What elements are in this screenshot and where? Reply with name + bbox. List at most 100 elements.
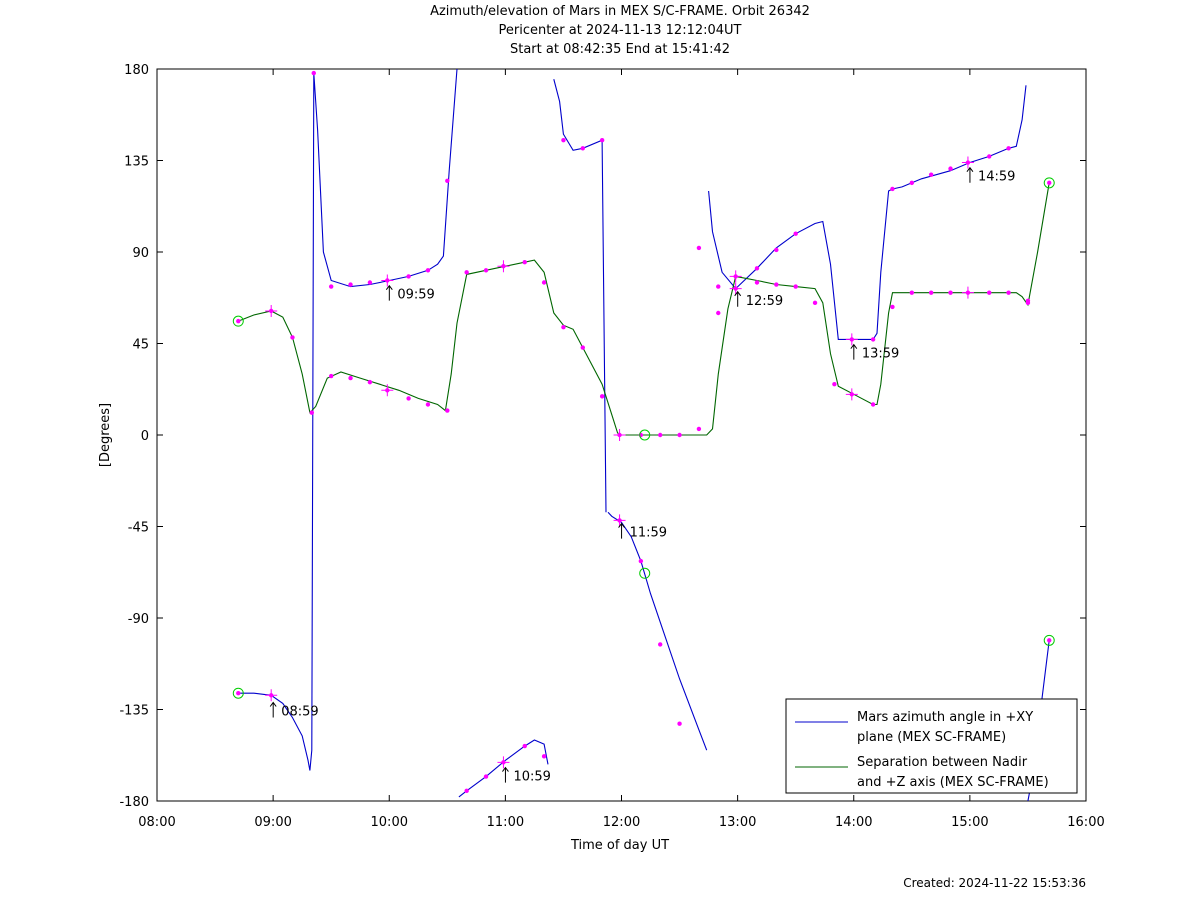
data-point <box>464 789 468 793</box>
y-tick-label: 135 <box>124 155 149 170</box>
data-point <box>290 335 294 339</box>
x-tick-label: 10:00 <box>371 815 408 830</box>
legend-azimuth-line1: Mars azimuth angle in +XY <box>857 710 1033 725</box>
x-axis-label: Time of day UT <box>570 838 669 853</box>
x-tick-label: 14:00 <box>835 815 872 830</box>
annotation-arrow <box>386 286 392 301</box>
data-point <box>1006 146 1010 150</box>
data-point <box>445 408 449 412</box>
data-point <box>312 71 316 75</box>
data-point <box>677 433 681 437</box>
data-point <box>426 268 430 272</box>
data-point <box>929 173 933 177</box>
hour-cross-marker <box>730 270 742 282</box>
data-point <box>793 284 797 288</box>
data-point <box>774 282 778 286</box>
hour-cross-marker <box>846 388 858 400</box>
data-point <box>832 382 836 386</box>
hour-cross-marker <box>614 514 626 526</box>
data-point <box>542 754 546 758</box>
data-point <box>329 284 333 288</box>
data-point <box>484 268 488 272</box>
data-point <box>484 774 488 778</box>
data-point <box>236 691 240 695</box>
data-point <box>813 301 817 305</box>
data-point <box>774 248 778 252</box>
annotation-arrow <box>735 292 741 307</box>
data-point <box>542 280 546 284</box>
annotation-arrow <box>967 168 973 183</box>
annotation-label: 12:59 <box>746 294 783 309</box>
y-tick-label: 180 <box>124 63 149 78</box>
annotation-arrow <box>270 703 276 718</box>
legend-separation-line2: and +Z axis (MEX SC-FRAME) <box>857 775 1049 790</box>
data-point <box>910 290 914 294</box>
data-point <box>987 290 991 294</box>
legend: Mars azimuth angle in +XY plane (MEX SC-… <box>786 699 1077 793</box>
data-point <box>310 410 314 414</box>
y-tick-label: -180 <box>119 795 149 810</box>
data-point <box>755 266 759 270</box>
data-point <box>561 325 565 329</box>
y-tick-label: 0 <box>141 429 149 444</box>
data-point <box>697 427 701 431</box>
data-point <box>329 374 333 378</box>
data-point <box>890 187 894 191</box>
data-point <box>426 402 430 406</box>
annotation-arrow <box>502 768 508 783</box>
data-point <box>561 138 565 142</box>
data-point <box>871 337 875 341</box>
hour-cross-marker <box>265 305 277 317</box>
data-point <box>581 345 585 349</box>
data-point <box>1026 299 1030 303</box>
data-point <box>464 270 468 274</box>
data-point <box>948 290 952 294</box>
separation-series-line <box>238 183 1049 435</box>
data-point <box>406 274 410 278</box>
data-point <box>793 232 797 236</box>
annotation-label: 10:59 <box>513 770 550 785</box>
data-point <box>987 154 991 158</box>
created-timestamp: Created: 2024-11-22 15:53:36 <box>903 876 1086 890</box>
data-point <box>948 166 952 170</box>
annotation-label: 14:59 <box>978 170 1015 185</box>
hour-cross-marker <box>265 689 277 701</box>
legend-separation-line1: Separation between Nadir <box>857 755 1028 770</box>
annotation-arrow <box>619 524 625 539</box>
data-point <box>600 394 604 398</box>
data-point <box>1047 181 1051 185</box>
data-point <box>658 642 662 646</box>
data-point <box>677 722 681 726</box>
annotation-label: 09:59 <box>397 288 434 303</box>
data-point <box>368 280 372 284</box>
y-tick-label: -90 <box>128 612 149 627</box>
annotation-label: 13:59 <box>862 347 899 362</box>
data-point <box>236 319 240 323</box>
data-point <box>348 376 352 380</box>
data-point <box>406 396 410 400</box>
hour-cross-marker <box>381 274 393 286</box>
data-point <box>658 433 662 437</box>
legend-azimuth-line2: plane (MEX SC-FRAME) <box>857 730 1006 745</box>
hour-cross-marker <box>846 333 858 345</box>
hour-cross-marker <box>962 287 974 299</box>
data-point <box>581 146 585 150</box>
y-tick-label: -45 <box>128 521 149 536</box>
y-tick-label: 90 <box>132 246 149 261</box>
x-tick-label: 09:00 <box>254 815 291 830</box>
data-point <box>600 138 604 142</box>
data-point <box>871 402 875 406</box>
x-tick-label: 15:00 <box>951 815 988 830</box>
data-point <box>716 284 720 288</box>
data-point <box>368 380 372 384</box>
data-point <box>523 744 527 748</box>
hour-cross-marker <box>381 384 393 396</box>
x-tick-label: 08:00 <box>138 815 175 830</box>
data-point <box>697 246 701 250</box>
x-tick-label: 16:00 <box>1067 815 1104 830</box>
data-point <box>755 280 759 284</box>
annotation-label: 08:59 <box>281 705 318 720</box>
hour-cross-marker <box>614 429 626 441</box>
data-point <box>523 260 527 264</box>
annotation-label: 11:59 <box>630 526 667 541</box>
